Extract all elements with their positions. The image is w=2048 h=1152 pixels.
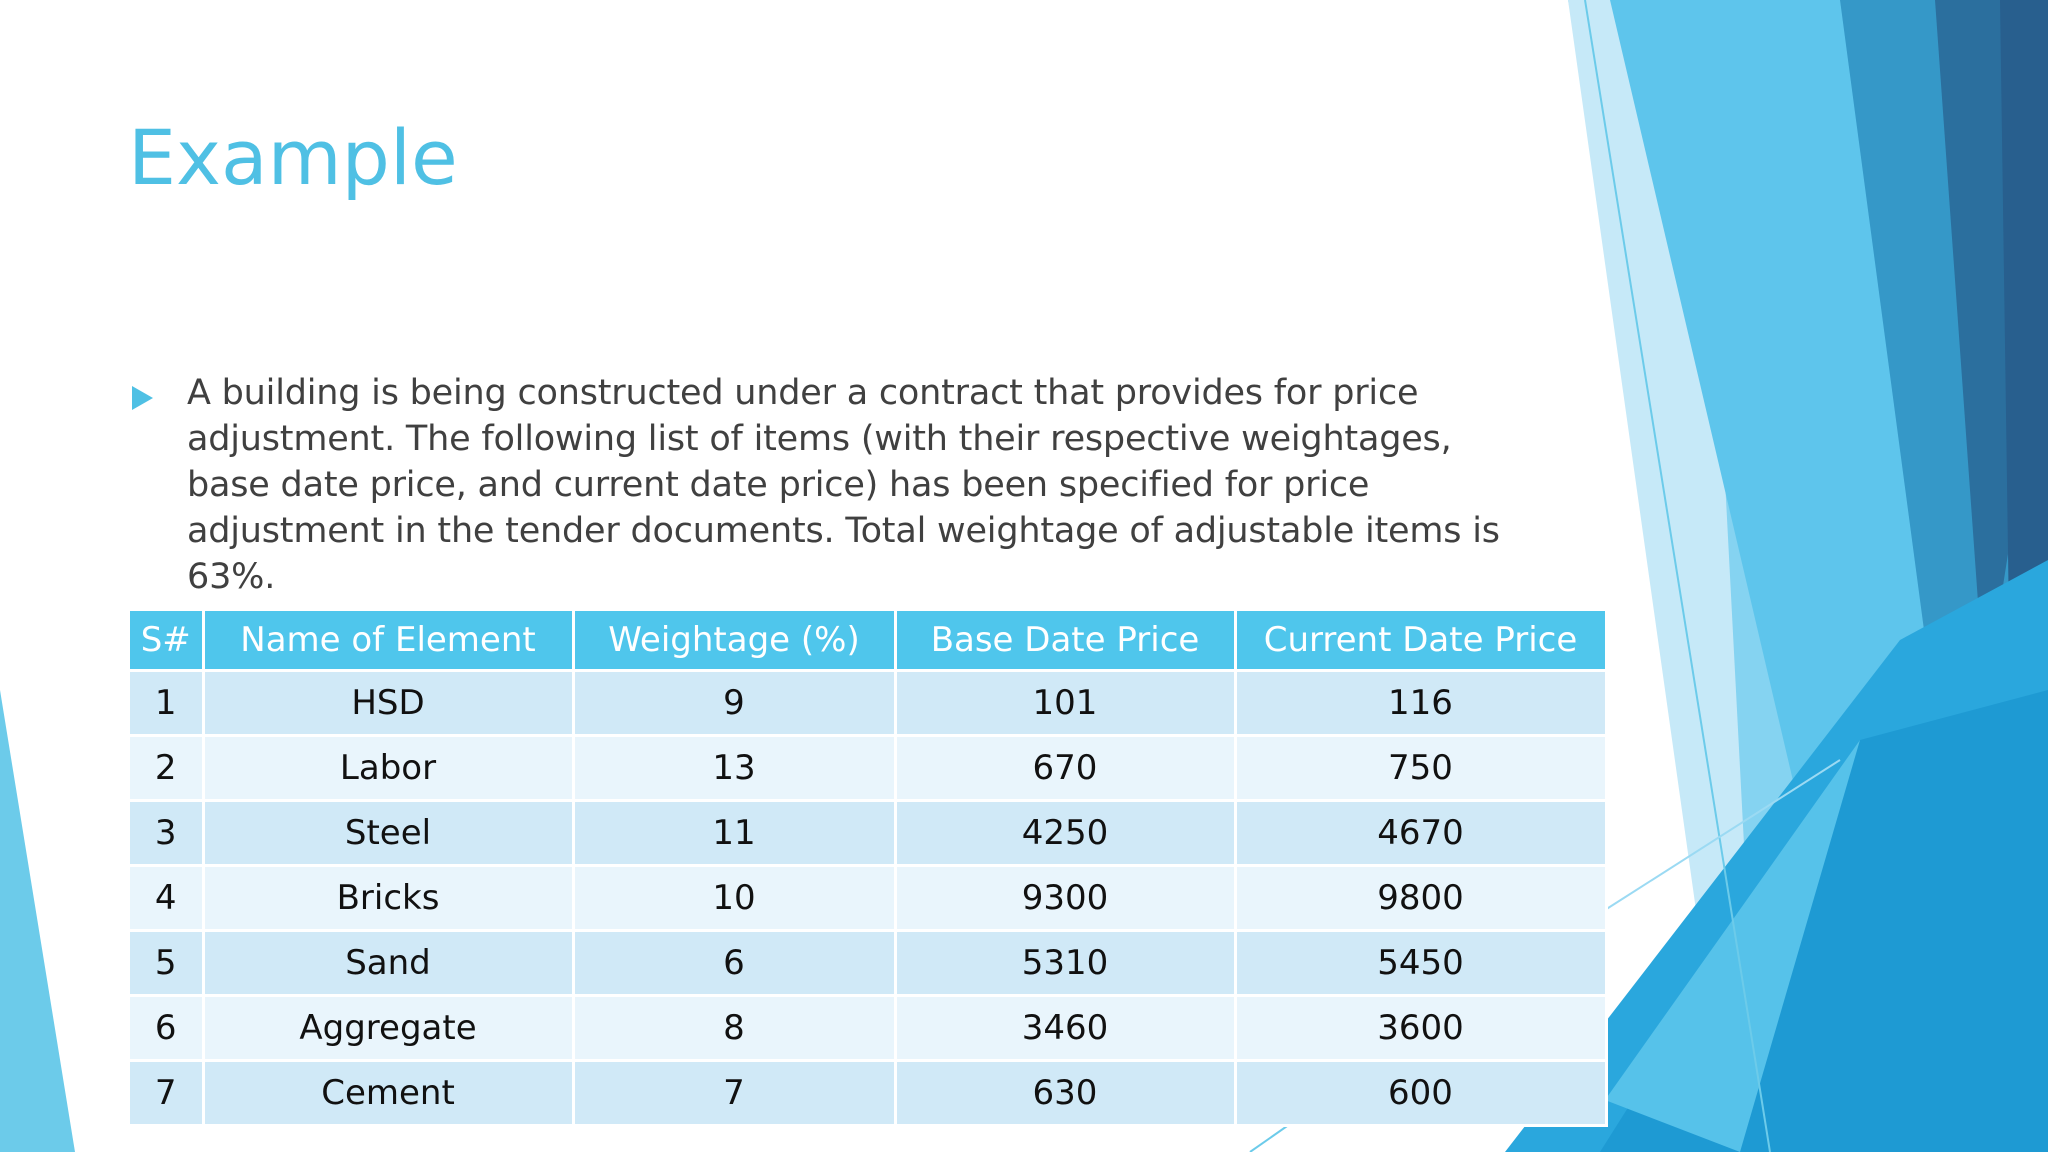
cell-weightage: 10 (573, 865, 897, 932)
bottom-facet-soft (1605, 740, 1860, 1152)
table-row: 4 Bricks 10 9300 9800 (130, 865, 1608, 932)
cell-element: Steel (203, 800, 575, 867)
cell-serial: 7 (130, 1060, 205, 1127)
thin-line-2 (1604, 759, 1841, 911)
cell-current-price: 3600 (1235, 995, 1608, 1062)
cell-weightage: 13 (573, 735, 897, 802)
header-weightage: Weightage (%) (573, 611, 897, 672)
cell-element: Labor (203, 735, 575, 802)
cell-weightage: 7 (573, 1060, 897, 1127)
right-facet-darkest (2000, 0, 2048, 690)
table-row: 6 Aggregate 8 3460 3600 (130, 995, 1608, 1062)
cell-weightage: 6 (573, 930, 897, 997)
cell-current-price: 5450 (1235, 930, 1608, 997)
bullet-item: A building is being constructed under a … (130, 370, 1520, 600)
cell-serial: 4 (130, 865, 205, 932)
cell-base-price: 5310 (895, 930, 1237, 997)
cell-base-price: 4250 (895, 800, 1237, 867)
cell-current-price: 4670 (1235, 800, 1608, 867)
table-row: 7 Cement 7 630 600 (130, 1060, 1608, 1127)
cell-element: HSD (203, 670, 575, 737)
cell-element: Sand (203, 930, 575, 997)
cell-base-price: 3460 (895, 995, 1237, 1062)
table-row: 5 Sand 6 5310 5450 (130, 930, 1608, 997)
table-row: 1 HSD 9 101 116 (130, 670, 1608, 737)
thin-line-1 (1584, 0, 1771, 1152)
table-header-row: S# Name of Element Weightage (%) Base Da… (130, 611, 1608, 672)
cell-serial: 5 (130, 930, 205, 997)
cell-weightage: 8 (573, 995, 897, 1062)
cell-serial: 2 (130, 735, 205, 802)
cell-weightage: 9 (573, 670, 897, 737)
cell-element: Aggregate (203, 995, 575, 1062)
cell-serial: 3 (130, 800, 205, 867)
cell-current-price: 9800 (1235, 865, 1608, 932)
price-adjustment-table: S# Name of Element Weightage (%) Base Da… (130, 611, 1608, 1127)
triangle-bullet-icon (132, 386, 153, 410)
header-name-of-element: Name of Element (203, 611, 575, 672)
header-base-date-price: Base Date Price (895, 611, 1237, 672)
cell-base-price: 101 (895, 670, 1237, 737)
cell-base-price: 630 (895, 1060, 1237, 1127)
bullet-text: A building is being constructed under a … (187, 373, 1500, 597)
cell-current-price: 750 (1235, 735, 1608, 802)
cell-weightage: 11 (573, 800, 897, 867)
header-serial: S# (130, 611, 205, 672)
cell-serial: 1 (130, 670, 205, 737)
table-row: 3 Steel 11 4250 4670 (130, 800, 1608, 867)
cell-serial: 6 (130, 995, 205, 1062)
cell-current-price: 116 (1235, 670, 1608, 737)
cell-base-price: 670 (895, 735, 1237, 802)
left-accent-shape (0, 690, 75, 1152)
cell-element: Bricks (203, 865, 575, 932)
cell-element: Cement (203, 1060, 575, 1127)
slide-title: Example (128, 113, 458, 202)
cell-base-price: 9300 (895, 865, 1237, 932)
table-row: 2 Labor 13 670 750 (130, 735, 1608, 802)
cell-current-price: 600 (1235, 1060, 1608, 1127)
header-current-date-price: Current Date Price (1235, 611, 1608, 672)
